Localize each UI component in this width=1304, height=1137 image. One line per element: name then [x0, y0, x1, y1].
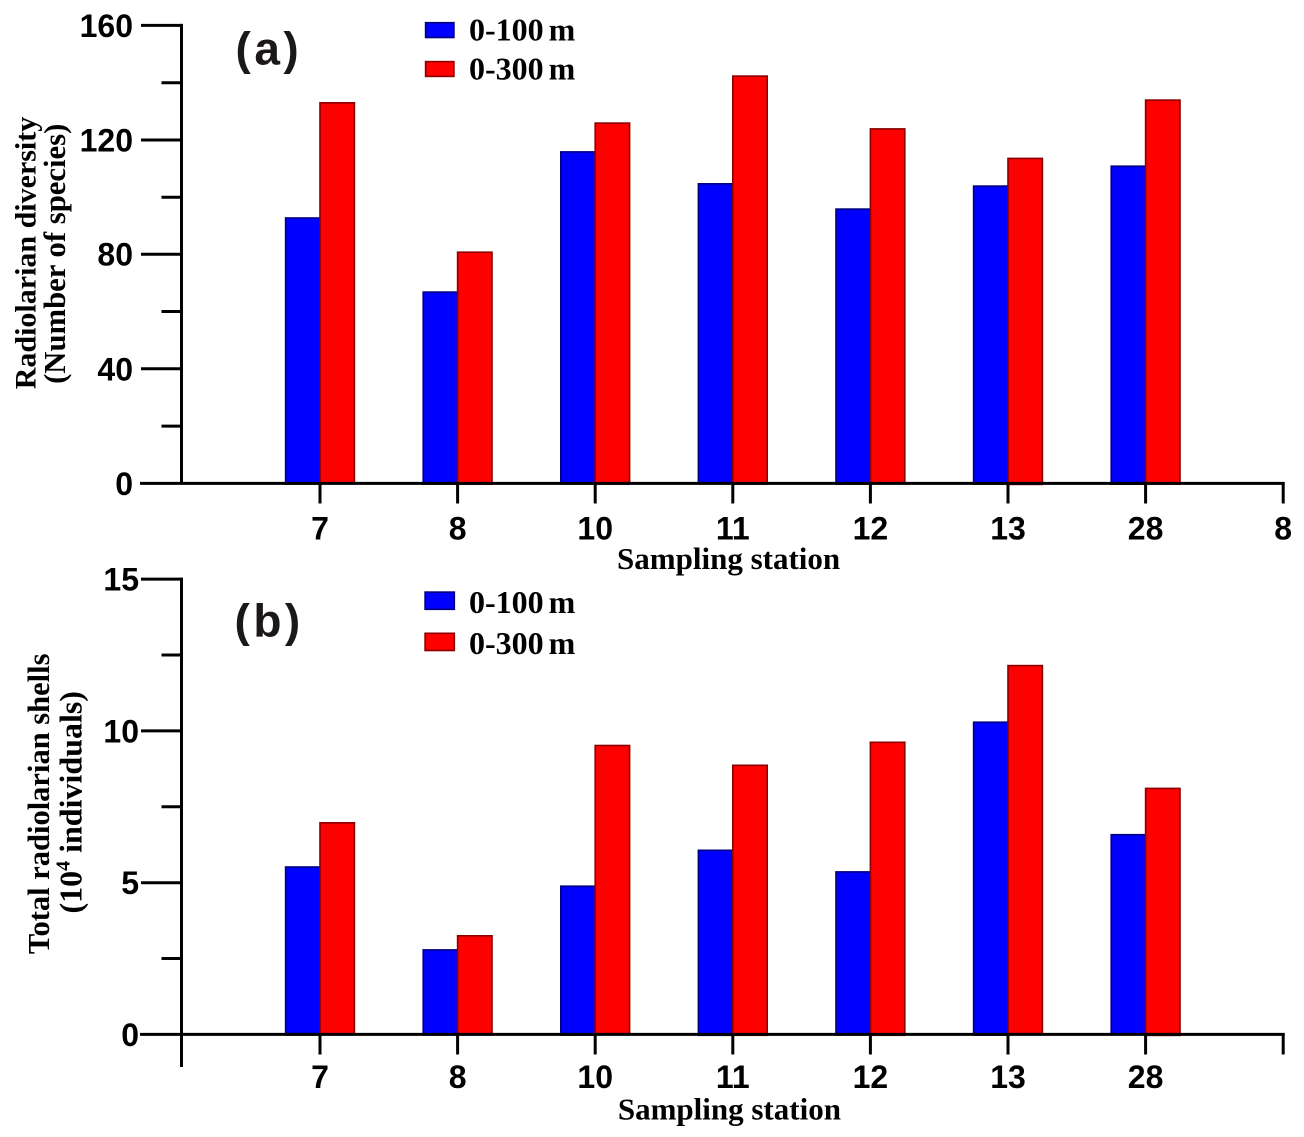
svg-text:12: 12 [853, 511, 889, 547]
svg-text:(Number of species): (Number of species) [38, 124, 72, 384]
svg-text:0-100 m: 0-100 m [469, 12, 576, 48]
svg-text:80: 80 [97, 237, 133, 273]
svg-text:28: 28 [1128, 1059, 1164, 1095]
svg-text:13: 13 [990, 511, 1026, 547]
svg-text:11: 11 [716, 511, 750, 547]
svg-text:Sampling station: Sampling station [617, 541, 840, 576]
svg-text:(104 individuals): (104 individuals) [53, 691, 89, 914]
svg-text:0-300 m: 0-300 m [469, 625, 576, 661]
svg-text:7: 7 [311, 1059, 329, 1095]
svg-text:11: 11 [716, 1059, 750, 1095]
svg-text:13: 13 [990, 1059, 1026, 1095]
svg-text:7: 7 [311, 511, 329, 547]
svg-text:8: 8 [1274, 511, 1292, 547]
svg-text:0: 0 [121, 1017, 139, 1053]
svg-text:160: 160 [80, 8, 133, 44]
svg-text:Sampling station: Sampling station [618, 1092, 841, 1127]
svg-text:10: 10 [577, 511, 613, 547]
svg-text:5: 5 [121, 865, 139, 901]
svg-text:0-300 m: 0-300 m [469, 51, 576, 87]
svg-text:8: 8 [449, 1059, 467, 1095]
svg-text:10: 10 [577, 1059, 613, 1095]
svg-text:0: 0 [115, 466, 133, 502]
svg-text:10: 10 [103, 713, 139, 749]
svg-text:28: 28 [1128, 511, 1164, 547]
svg-text:15: 15 [103, 562, 139, 598]
svg-text:Radiolarian diversity: Radiolarian diversity [10, 117, 43, 390]
svg-text:0-100 m: 0-100 m [469, 584, 576, 620]
svg-text:Total radiolarian shells: Total radiolarian shells [22, 653, 56, 954]
svg-text:120: 120 [80, 123, 133, 159]
svg-text:8: 8 [449, 511, 467, 547]
svg-text:(b): (b) [235, 595, 304, 647]
svg-text:40: 40 [97, 351, 133, 387]
svg-text:12: 12 [853, 1059, 889, 1095]
svg-text:(a): (a) [236, 23, 303, 75]
